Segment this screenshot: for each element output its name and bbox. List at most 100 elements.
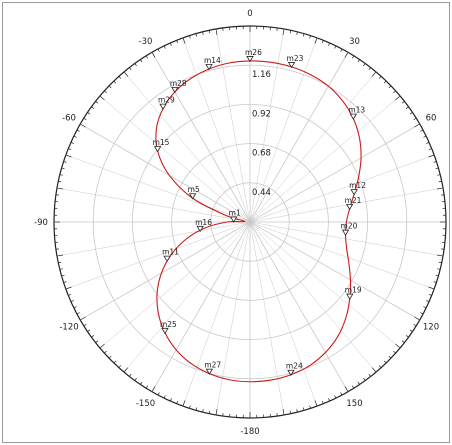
marker-label: m19 [345, 286, 362, 295]
outer-tick [83, 117, 87, 121]
grid-spoke [99, 221, 251, 349]
marker-triangle [287, 62, 296, 69]
outer-tick [140, 59, 143, 63]
grid-spoke [151, 221, 251, 392]
outer-tick [395, 95, 401, 101]
outer-tick [76, 129, 80, 132]
grid-spoke [249, 52, 349, 223]
marker-label: m16 [195, 218, 212, 227]
outer-tick [58, 180, 62, 183]
outer-tick [63, 281, 67, 283]
outer-tick [409, 112, 413, 115]
outer-tick [189, 405, 191, 409]
marker-triangle [349, 113, 358, 120]
marker-label: m14 [204, 56, 221, 65]
marker-triangle [159, 103, 167, 110]
outer-tick [145, 55, 149, 59]
outer-tick [426, 141, 430, 144]
grid-spoke [182, 37, 251, 223]
outer-tick [176, 40, 179, 44]
outer-tick [393, 350, 396, 354]
outer-tick [215, 28, 218, 35]
outer-tick [70, 300, 74, 303]
outer-tick [63, 161, 67, 163]
outer-tick [433, 281, 437, 283]
outer-tick [289, 410, 292, 414]
outer-tick [65, 154, 72, 158]
outer-tick [113, 80, 117, 84]
outer-tick [371, 71, 377, 77]
outer-tick [208, 410, 211, 414]
outer-tick [363, 63, 366, 67]
outer-tick [202, 409, 204, 413]
outer-tick [363, 377, 366, 381]
outer-tick [314, 37, 318, 44]
outer-tick [289, 30, 292, 34]
outer-tick [383, 360, 387, 364]
outer-tick [118, 76, 122, 79]
marker-triangle [350, 189, 358, 196]
outer-tick [438, 180, 442, 183]
outer-tick [423, 306, 427, 309]
marker-label: m29 [158, 96, 175, 105]
outer-tick [334, 395, 337, 399]
outer-tick [140, 381, 143, 385]
outer-tick [328, 42, 331, 46]
marker-label: m11 [162, 248, 179, 257]
outer-tick [215, 409, 218, 416]
angle-tick-label: -60 [62, 114, 76, 124]
outer-tick [87, 329, 91, 332]
outer-tick [420, 312, 424, 315]
marker-triangle [188, 193, 197, 200]
marker-triangle [345, 203, 354, 211]
marker-label: m28 [170, 79, 187, 88]
grid-spoke [249, 37, 318, 223]
outer-tick [383, 80, 387, 84]
outer-tick [80, 123, 86, 128]
outer-tick [428, 148, 432, 151]
angle-tick-label: -150 [136, 399, 155, 409]
outer-tick [378, 76, 382, 79]
angle-tick-label: -30 [139, 37, 153, 47]
outer-tick [368, 373, 371, 377]
outer-tick [169, 42, 172, 46]
outer-tick [435, 274, 439, 277]
marker-label: m13 [348, 106, 365, 115]
marker-label: m27 [204, 361, 221, 370]
outer-tick [340, 48, 343, 52]
angle-tick-label: 60 [426, 114, 437, 124]
outer-tick [108, 355, 112, 359]
outer-tick [208, 30, 211, 34]
outer-tick [76, 312, 80, 315]
grid-spoke [249, 221, 444, 257]
outer-tick [423, 135, 427, 138]
marker-label: m1 [229, 208, 241, 217]
radial-tick-label: 0.44 [252, 188, 271, 198]
outer-tick [344, 52, 349, 58]
grid-spoke [249, 221, 318, 407]
outer-tick [351, 385, 355, 389]
grid-spoke [249, 221, 420, 321]
marker-label: m23 [287, 54, 304, 63]
outer-tick [65, 286, 72, 290]
grid-spoke [65, 221, 251, 290]
outer-tick [87, 112, 91, 115]
outer-tick [378, 365, 382, 368]
outer-tick [134, 63, 137, 67]
outer-tick [438, 261, 442, 264]
outer-tick [428, 154, 435, 158]
outer-tick [56, 187, 63, 190]
outer-tick [302, 33, 305, 37]
marker-triangle [153, 146, 162, 153]
outer-tick [73, 306, 77, 309]
grid-spoke [80, 123, 251, 223]
outer-tick [202, 31, 204, 35]
outer-tick [296, 409, 298, 413]
outer-tick [163, 395, 166, 399]
outer-tick [59, 268, 63, 270]
outer-tick [328, 398, 331, 402]
grid-spoke [249, 221, 285, 416]
outer-tick [61, 167, 65, 170]
grid-spoke [99, 95, 251, 223]
